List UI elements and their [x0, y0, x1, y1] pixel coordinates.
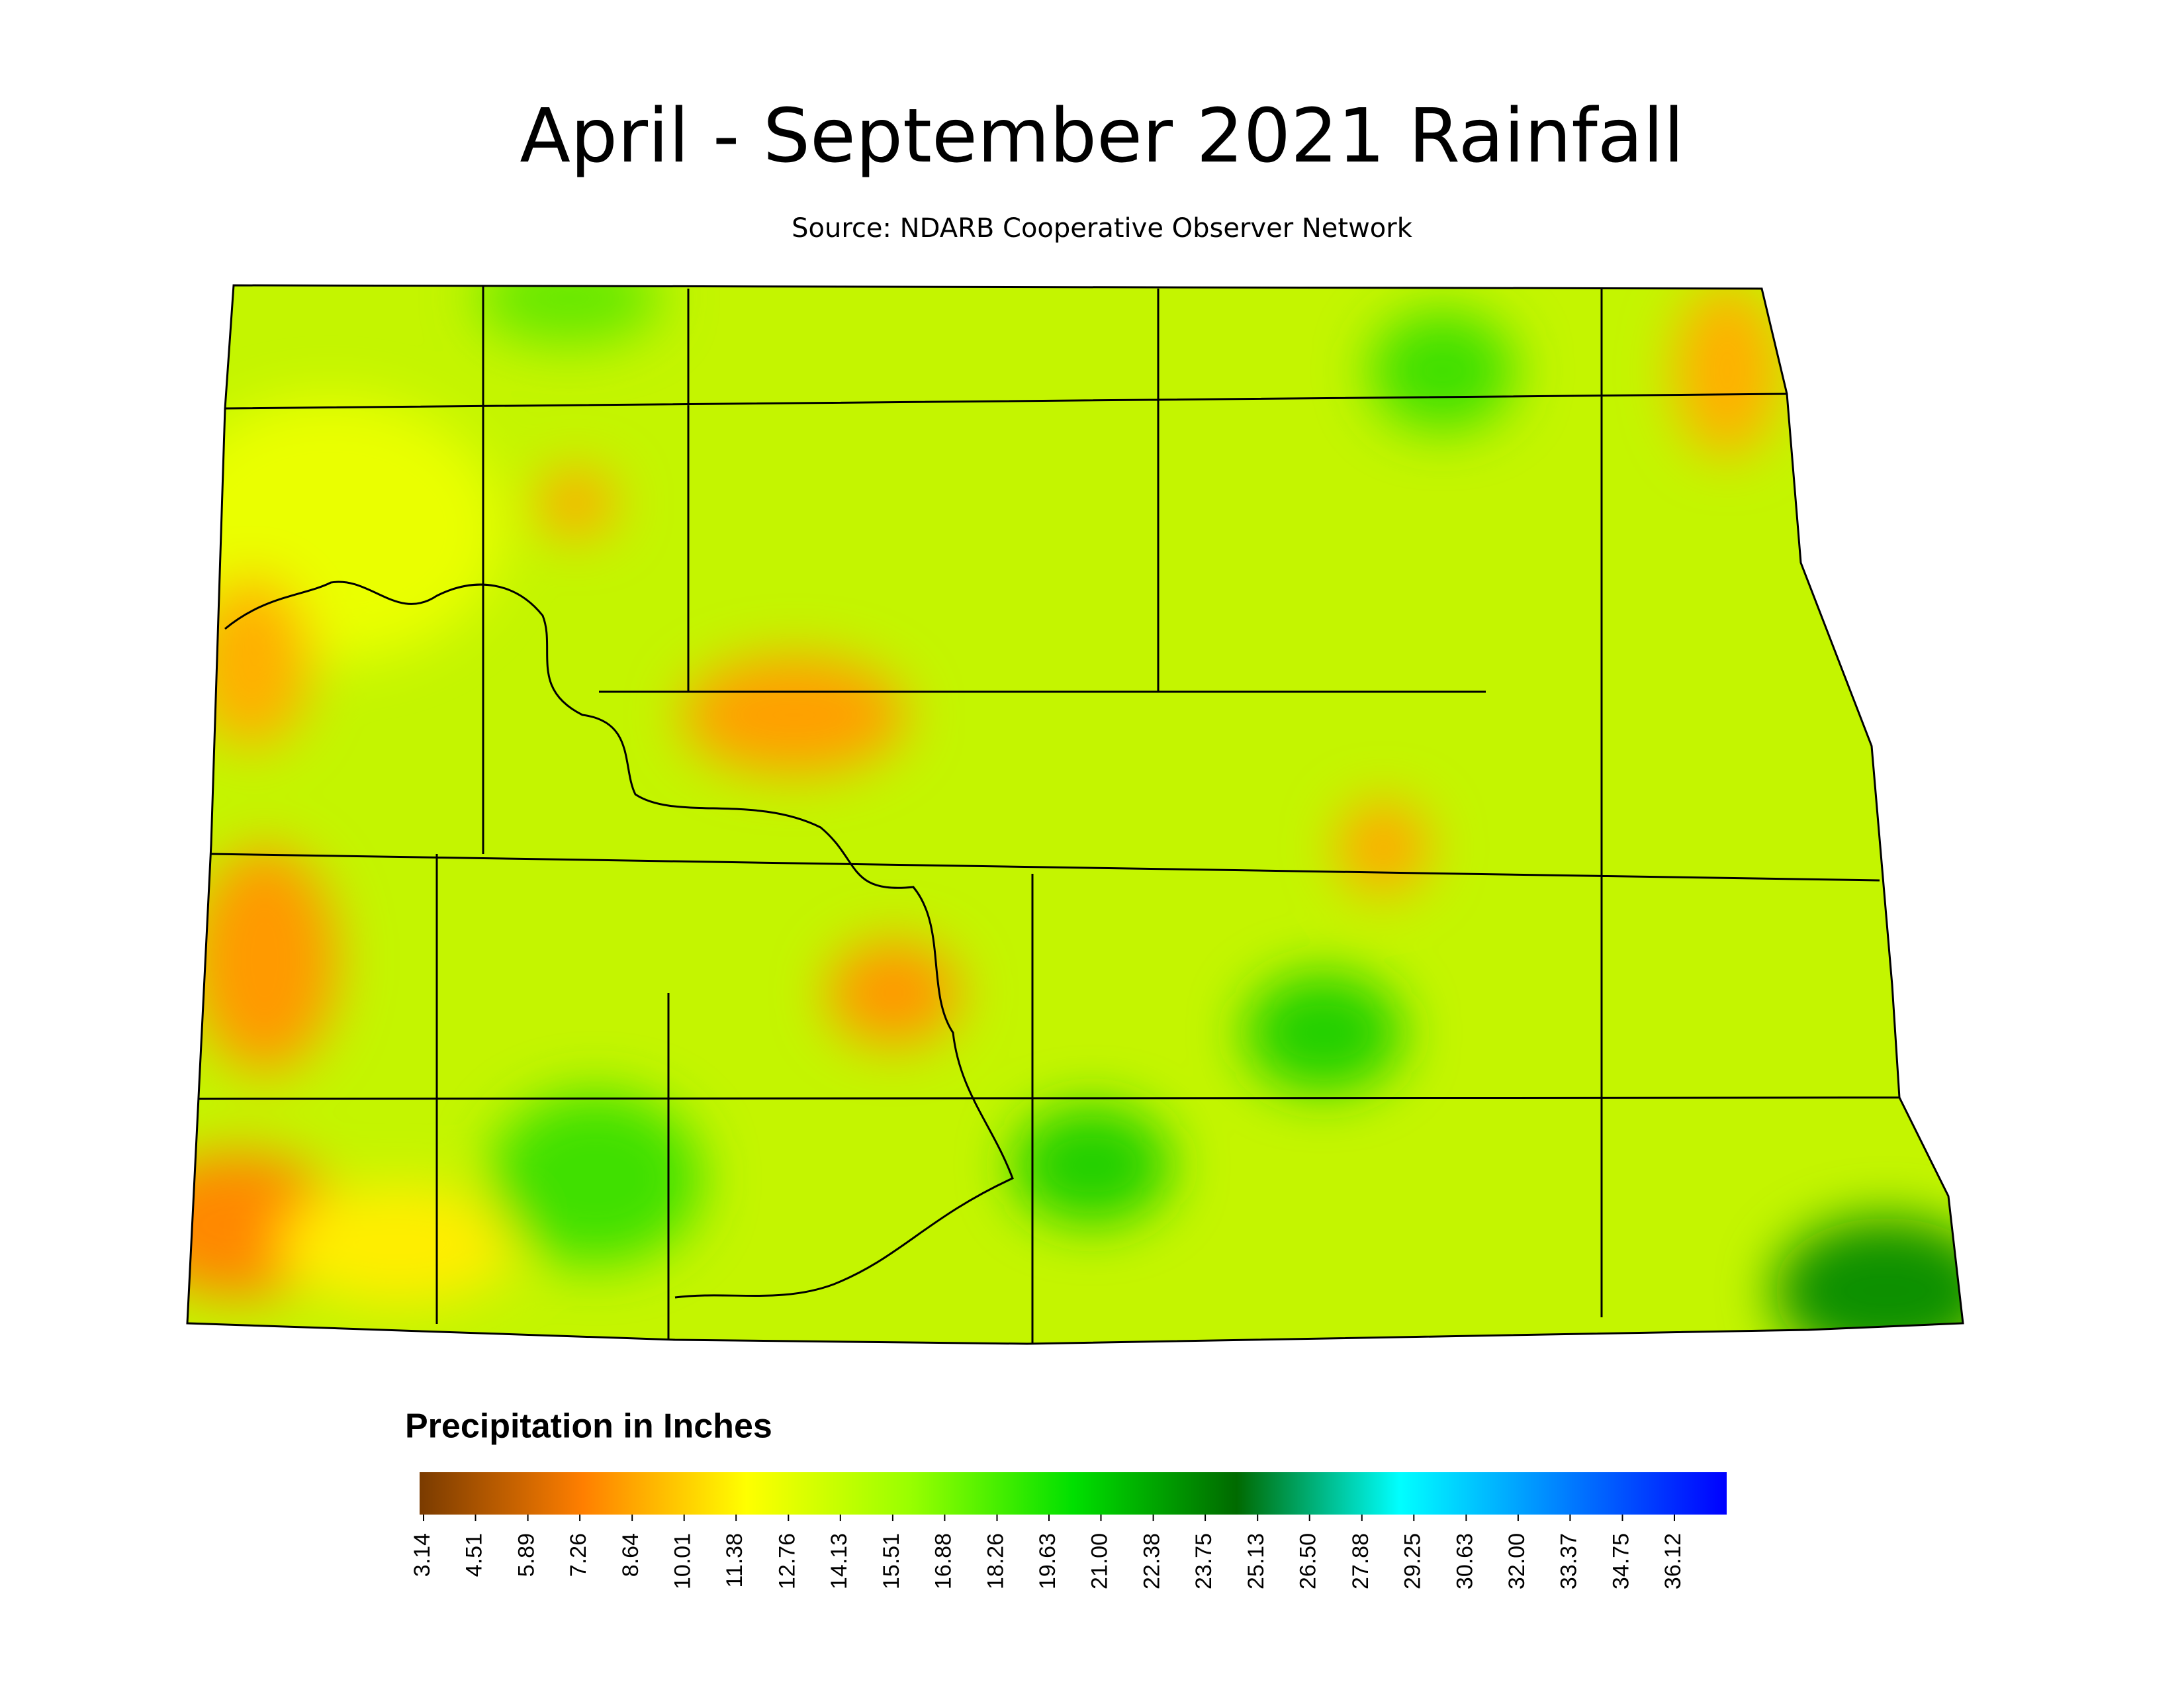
colorbar-tick-label: 36.12 — [1661, 1533, 1686, 1589]
colorbar-tick-label: 27.88 — [1348, 1533, 1373, 1589]
colorbar-tick-label: 23.75 — [1191, 1533, 1216, 1589]
colorbar-tick-label: 21.00 — [1087, 1533, 1112, 1589]
colorbar-tick-label: 29.25 — [1400, 1533, 1425, 1589]
colorbar-tick-label: 15.51 — [879, 1533, 904, 1589]
colorbar-tick-label: 14.13 — [827, 1533, 852, 1589]
colorbar-tick-label: 5.89 — [514, 1533, 539, 1577]
colorbar-tick-label: 22.38 — [1140, 1533, 1165, 1589]
colorbar-tick-label: 4.51 — [461, 1533, 486, 1577]
colorbar-ticks: 3.14 4.51 5.89 7.26 8.64 10.01 11.38 12.76 14.13… — [410, 1515, 1686, 1589]
colorbar-tick-label: 33.37 — [1556, 1533, 1581, 1589]
colorbar-tick-label: 3.14 — [410, 1533, 435, 1577]
missouri-river — [224, 581, 1014, 1299]
colorbar-tick-label: 10.01 — [670, 1533, 696, 1589]
colorbar-tick-label: 18.26 — [983, 1533, 1008, 1589]
map-source: Source: NDARB Cooperative Observer Netwo… — [792, 213, 1413, 244]
colorbar-tick-label: 8.64 — [618, 1533, 643, 1577]
colorbar-tick-label: 26.50 — [1296, 1533, 1321, 1589]
colorbar-tick-label: 32.00 — [1504, 1533, 1529, 1589]
legend-title: Precipitation in Inches — [405, 1407, 772, 1446]
colorbar-tick-label: 12.76 — [774, 1533, 799, 1589]
colorbar-tick-label: 11.38 — [722, 1533, 747, 1588]
colorbar-tick-label: 19.63 — [1035, 1533, 1060, 1589]
county-lines — [186, 284, 1964, 1345]
rainfall-surface — [187, 285, 1963, 1344]
colorbar-tick-label: 7.26 — [566, 1533, 591, 1577]
county-boundary — [198, 285, 1900, 1344]
colorbar — [420, 1472, 1727, 1515]
map-title: April - September 2021 Rainfall — [520, 93, 1684, 179]
colorbar-tick-label: 30.63 — [1452, 1533, 1477, 1589]
colorbar-tick-label: 25.13 — [1244, 1533, 1269, 1589]
colorbar-tick-label: 16.88 — [931, 1533, 956, 1589]
colorbar-tick-label: 34.75 — [1608, 1533, 1633, 1589]
